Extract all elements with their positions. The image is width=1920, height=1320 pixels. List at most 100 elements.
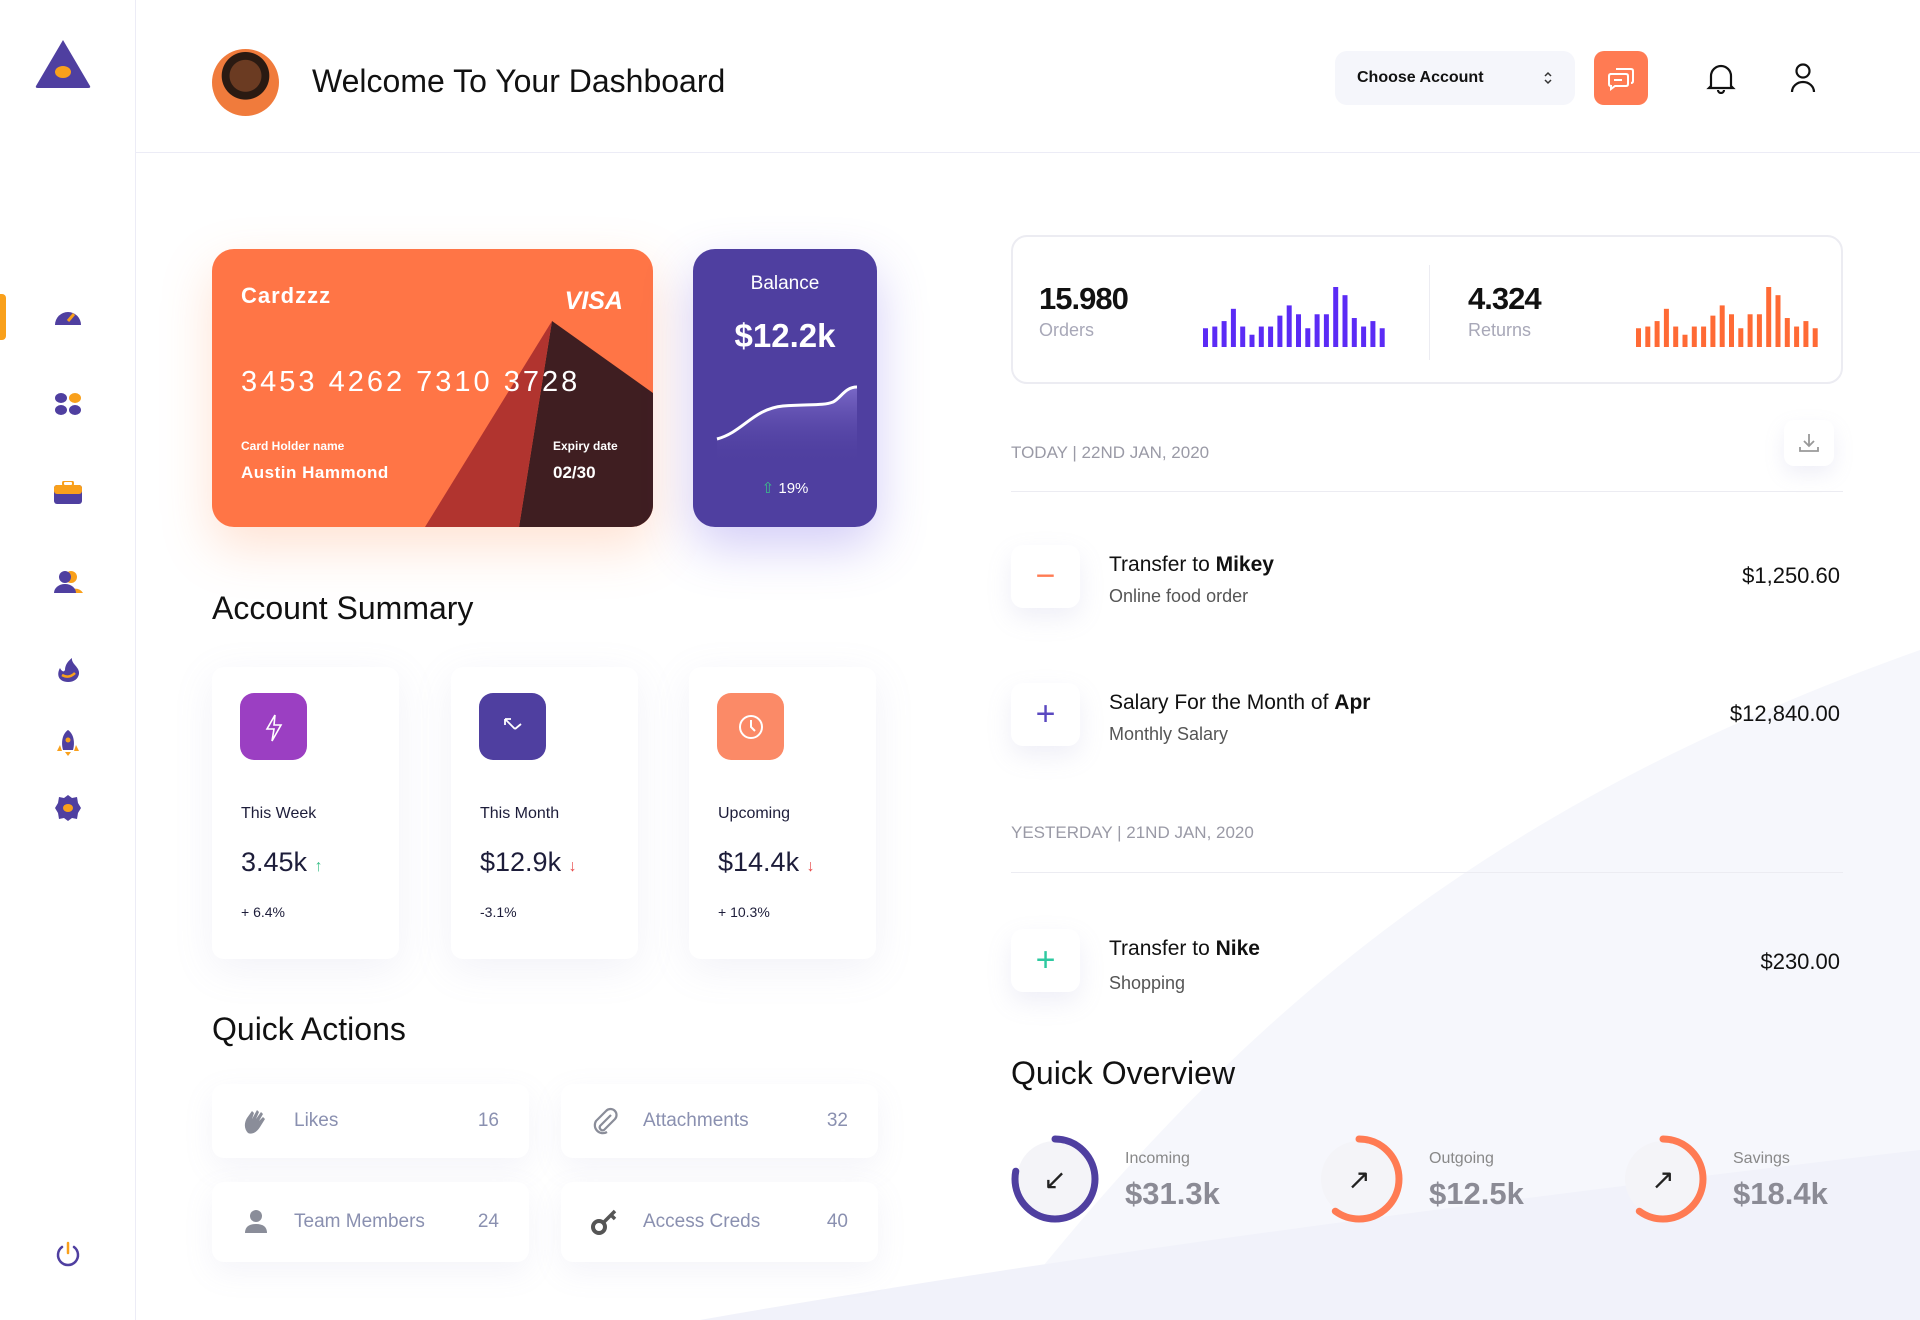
balance-trend-chart [716, 385, 858, 464]
overview-value: $18.4k [1733, 1176, 1828, 1211]
summary-label: This Week [241, 805, 317, 822]
balance-card[interactable]: Balance $12.2k ⇧ 19% [693, 249, 877, 527]
choose-account-select[interactable]: Choose Account [1335, 51, 1575, 105]
overview-value: $31.3k [1125, 1176, 1220, 1211]
orders-bar [1314, 314, 1320, 347]
orders-bar-chart [1203, 287, 1385, 347]
sidebar-item-briefcase[interactable] [50, 475, 86, 511]
plus-icon[interactable]: + [1011, 683, 1080, 746]
credit-card[interactable]: Cardzzz VISA 3453 4262 7310 3728 Card Ho… [212, 249, 653, 527]
logo-icon [35, 40, 91, 88]
quick-action-count: 32 [826, 1110, 848, 1131]
chevron-updown-icon [1544, 71, 1552, 85]
logout-button[interactable] [50, 1236, 86, 1272]
quick-action-attachments[interactable]: Attachments 32 [561, 1084, 878, 1158]
arrow-up-icon: ⇧ [761, 480, 775, 497]
summary-icon-box [717, 693, 784, 760]
returns-value: 4.324 [1468, 281, 1542, 316]
summary-card[interactable]: This Month $12.9k ↓ -3.1% [451, 667, 638, 959]
account-summary-title: Account Summary [212, 590, 474, 626]
orders-bar [1268, 326, 1274, 347]
orders-bar [1296, 314, 1301, 347]
returns-bar [1636, 328, 1641, 347]
plus-icon[interactable]: + [1011, 929, 1080, 992]
transaction-title: Transfer to Nike [1109, 937, 1260, 960]
overview-label: Outgoing [1429, 1150, 1494, 1167]
orders-bar [1221, 321, 1227, 347]
orders-value: 15.980 [1039, 281, 1129, 316]
rocket-icon [57, 730, 79, 756]
returns-bar [1812, 328, 1818, 347]
sidebar-item-dashboard[interactable] [50, 298, 86, 334]
returns-bar [1784, 318, 1790, 347]
sidebar-item-fire[interactable] [50, 652, 86, 688]
orders-bar [1323, 314, 1329, 347]
orders-bar [1258, 326, 1264, 347]
card-number: 3453 4262 7310 3728 [241, 366, 581, 398]
transaction-amount: $230.00 [1760, 949, 1840, 974]
stats-divider [1429, 265, 1430, 360]
paperclip-icon [593, 1107, 618, 1135]
power-icon [56, 1241, 80, 1267]
avatar[interactable] [212, 49, 279, 116]
summary-value: 3.45k ↑ [241, 847, 323, 877]
returns-bar [1682, 334, 1688, 347]
quick-action-access-creds[interactable]: Access Creds 40 [561, 1182, 878, 1262]
summary-card[interactable]: This Week 3.45k ↑ + 6.4% [212, 667, 399, 959]
quick-action-team-members[interactable]: Team Members 24 [212, 1182, 529, 1262]
incoming-progress-ring: ↙ [1011, 1135, 1099, 1223]
summary-value: $12.9k ↓ [480, 847, 577, 877]
stats-panel: 15.980 Orders 4.324 Returns [1011, 235, 1843, 384]
clap-hands-icon [244, 1110, 265, 1134]
quick-actions-title: Quick Actions [212, 1011, 406, 1047]
summary-change: + 10.3% [718, 904, 770, 920]
orders-bar [1379, 328, 1385, 347]
arrow-up-icon: ↑ [314, 858, 323, 875]
returns-bar [1775, 295, 1781, 347]
orders-label: Orders [1039, 320, 1095, 340]
returns-bar [1729, 314, 1734, 347]
sidebar-item-apps[interactable] [50, 386, 86, 422]
orders-bar [1212, 326, 1218, 347]
returns-bar [1794, 326, 1800, 347]
orders-bar [1240, 326, 1246, 347]
minus-icon[interactable]: − [1011, 545, 1080, 608]
orders-bar [1230, 308, 1236, 347]
summary-card[interactable]: Upcoming $14.4k ↓ + 10.3% [689, 667, 876, 959]
summary-icon-box [240, 693, 307, 760]
dashboard-icon [55, 312, 81, 325]
download-button[interactable] [1784, 420, 1834, 466]
orders-bar [1333, 287, 1339, 347]
apps-icon [55, 393, 81, 415]
quick-action-count: 40 [826, 1211, 848, 1232]
returns-bar [1654, 321, 1660, 347]
returns-bar [1663, 308, 1669, 347]
quick-action-likes[interactable]: Likes 16 [212, 1084, 529, 1158]
overview-label: Incoming [1125, 1150, 1190, 1167]
sidebar-item-users[interactable] [50, 564, 86, 600]
card-pattern [425, 321, 653, 527]
messages-button[interactable] [1594, 51, 1648, 105]
savings-progress-ring: ↗ [1619, 1135, 1707, 1223]
sidebar-item-settings[interactable] [50, 790, 86, 826]
arrow-diagonal-icon [503, 717, 522, 730]
notification-bell-icon[interactable] [1706, 62, 1736, 94]
quick-action-label: Likes [294, 1110, 339, 1131]
transaction-subtitle: Online food order [1109, 586, 1249, 606]
today-date-header: TODAY | 22ND JAN, 2020 [1011, 443, 1210, 462]
orders-bar [1342, 295, 1348, 347]
visa-logo: VISA [564, 287, 623, 315]
orders-bar [1305, 328, 1311, 347]
user-profile-icon[interactable] [1789, 62, 1817, 94]
summary-value: $14.4k ↓ [718, 847, 815, 877]
balance-change-value: 19% [778, 480, 809, 497]
returns-bar [1738, 328, 1744, 347]
arrow-down-left-icon: ↙ [1043, 1164, 1066, 1195]
sidebar-item-rocket[interactable] [50, 725, 86, 761]
returns-bar [1756, 314, 1762, 347]
card-holder-label: Card Holder name [241, 439, 345, 453]
summary-change: -3.1% [480, 904, 517, 920]
transaction-title: Salary For the Month of Apr [1109, 691, 1371, 714]
orders-bar [1277, 315, 1283, 347]
returns-bar [1701, 326, 1707, 347]
